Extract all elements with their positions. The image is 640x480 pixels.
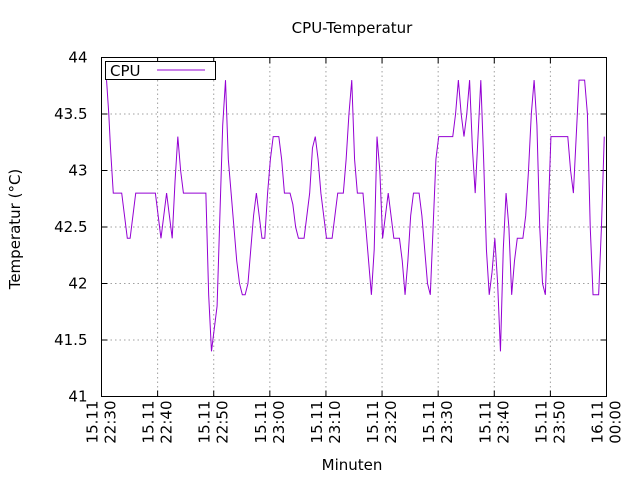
y-tick-label: 42.5 [54,218,87,236]
x-tick-date: 15.11 [420,401,438,444]
x-tick-date: 16.11 [589,401,607,444]
x-tick-label: 15.11 23:20 [364,401,400,444]
x-tick-date: 15.11 [84,401,102,444]
legend: CPU [105,61,216,80]
y-tick-label: 42 [68,275,87,293]
x-tick-time: 23:20 [382,401,400,444]
x-tick-label: 15.11 23:40 [476,401,512,444]
x-axis-label: Minuten [322,456,383,474]
plot-frame [101,57,607,397]
x-tick-date: 15.11 [196,401,214,444]
x-tick-time: 23:10 [326,401,344,444]
x-tick-time: 22:40 [158,401,176,444]
y-axis-ticks: 41 41.5 42 42.5 43 43.5 44 [54,49,607,406]
x-tick-label: 15.11 22:50 [196,401,232,444]
x-tick-date: 15.11 [476,401,494,444]
y-tick-label: 41 [68,388,87,406]
series-line-cpu [106,79,605,352]
x-tick-label: 15.11 23:10 [308,401,344,444]
legend-label-cpu: CPU [110,62,141,80]
x-tick-date: 15.11 [364,401,382,444]
x-tick-label: 15.11 23:00 [252,401,288,444]
y-tick-label: 44 [68,49,87,67]
x-tick-time: 22:50 [214,401,232,444]
y-tick-label: 43 [68,162,87,180]
y-tick-label: 41.5 [54,331,87,349]
grid [101,57,607,397]
y-tick-label: 43.5 [54,105,87,123]
x-tick-date: 15.11 [140,401,158,444]
x-tick-time: 23:30 [438,401,456,444]
x-tick-date: 15.11 [308,401,326,444]
x-tick-label: 15.11 23:50 [532,401,568,444]
x-tick-time: 22:30 [102,401,120,444]
x-axis-ticks: 15.11 22:30 15.11 22:40 15.11 22:50 15.11 23:00… [84,57,625,444]
series-layer [106,79,605,352]
x-tick-time: 23:50 [550,401,568,444]
x-tick-time: 00:00 [607,401,625,444]
x-tick-label: 15.11 23:30 [420,401,456,444]
chart-title: CPU-Temperatur [292,19,413,37]
x-tick-label: 15.11 22:40 [140,401,176,444]
y-axis-label: Temperatur (°C) [6,169,24,291]
x-tick-time: 23:00 [270,401,288,444]
x-tick-date: 15.11 [252,401,270,444]
x-tick-label: 15.11 22:30 [84,401,120,444]
x-tick-label: 16.11 00:00 [589,401,625,444]
x-tick-date: 15.11 [532,401,550,444]
x-tick-time: 23:40 [494,401,512,444]
